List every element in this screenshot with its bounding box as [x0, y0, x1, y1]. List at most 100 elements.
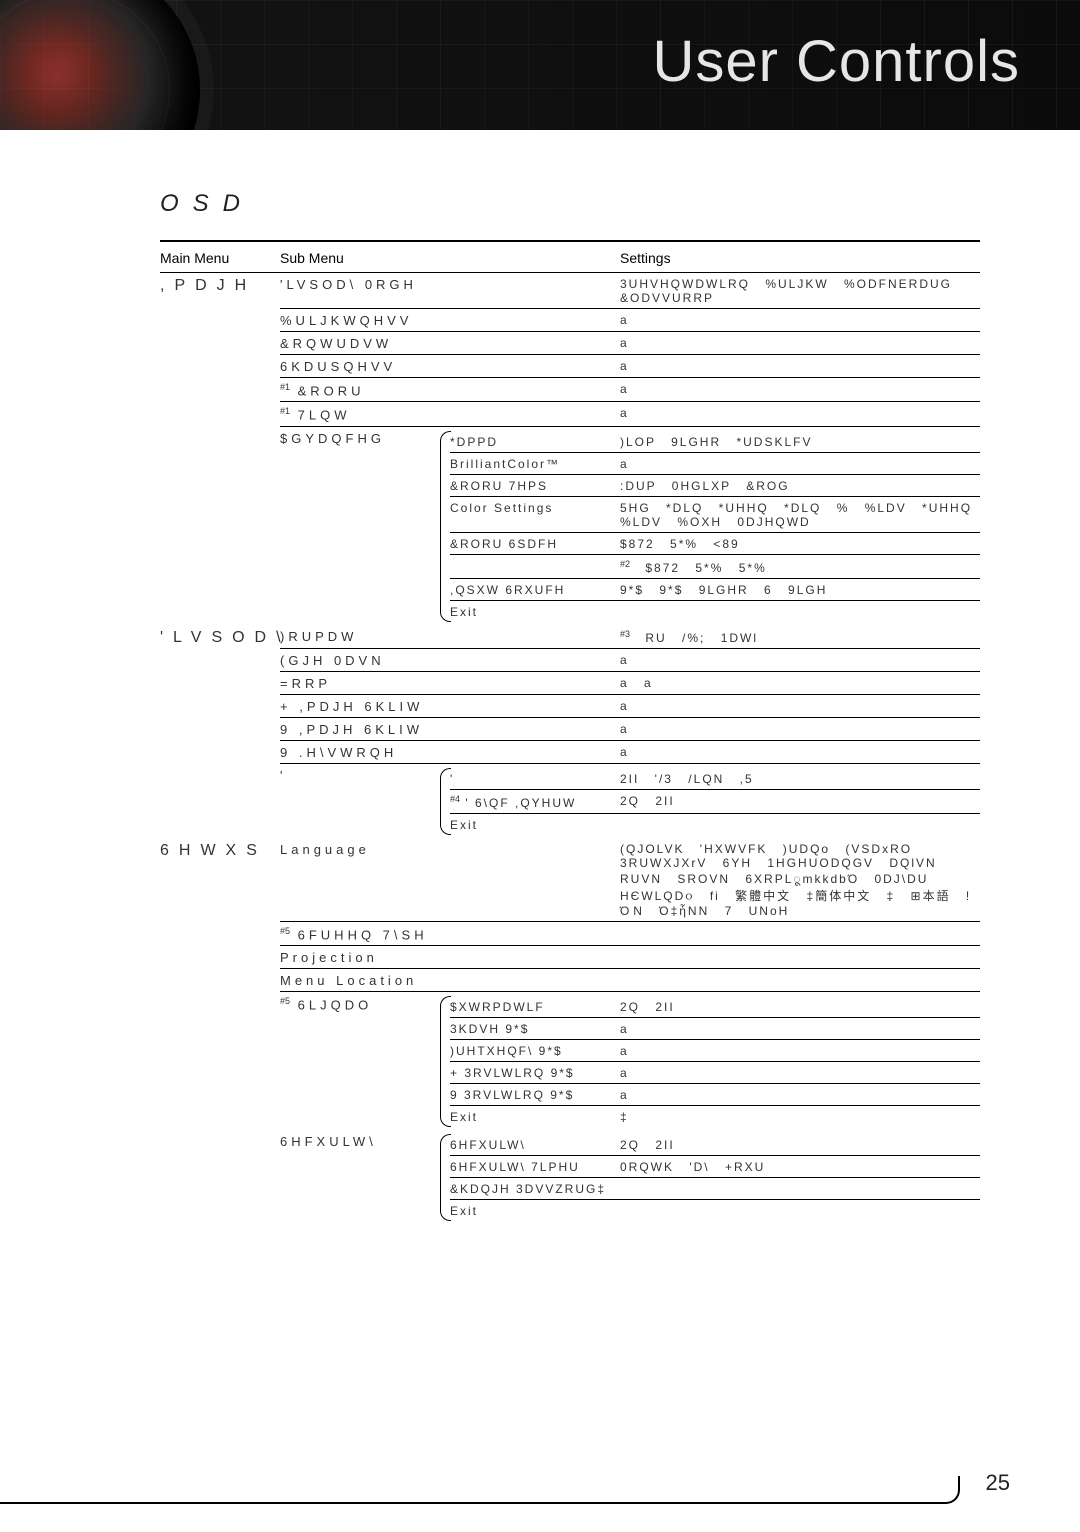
submenu-label: 9 .H\VWRQH: [280, 745, 450, 760]
submenu-level2-label: [450, 406, 620, 422]
menu-row: #1 7LQW a: [280, 402, 980, 426]
submenu-level2-label: [450, 277, 620, 305]
submenu-level2-label: [450, 722, 620, 737]
submenu-level2-label: [450, 842, 620, 918]
settings-value: [620, 1182, 980, 1196]
settings-value: [620, 1204, 980, 1218]
menu-subrow: ,QSXW 6RXUFH9*$ 9*$ 9LGHR 6 9LGH: [450, 579, 980, 601]
settings-value: (QJOLVK 'HXWVFK )UDQo (VSDxRO 3RUWXJXrV …: [620, 842, 980, 918]
menu-row: (GJH 0DVN a: [280, 649, 980, 672]
submenu-label: =RRP: [280, 676, 450, 691]
submenu-label: &RQWUDVW: [280, 336, 450, 351]
settings-value: a: [620, 1022, 980, 1036]
settings-value: a: [620, 336, 980, 351]
main-menu-label: 6HWXS: [160, 838, 280, 860]
settings-value: a: [620, 653, 980, 668]
submenu-level2-label: 6HFXULW\ 7LPHU: [450, 1160, 620, 1174]
settings-value: a a: [620, 676, 980, 691]
settings-value: 3UHVHQWDWLRQ %ULJKW %ODFNERDUG &ODVVURRP: [620, 277, 980, 305]
settings-value: [620, 950, 980, 965]
menu-row: 9 .H\VWRQH a: [280, 741, 980, 764]
menu-row: #5 6FUHHQ 7\SH: [280, 922, 980, 946]
submenu-label: #1 7LQW: [280, 406, 450, 422]
settings-value: 2Q 2II: [620, 1000, 980, 1014]
menu-subrow: *DPPD)LOP 9LGHR *UDSKLFV: [450, 431, 980, 453]
submenu-label: Menu Location: [280, 973, 450, 988]
submenu-level2-label: ': [450, 772, 620, 786]
menu-section: 'LVSOD\)RUPDW#3 RU /%; 1DWl(GJH 0DVN a=R…: [160, 625, 980, 838]
submenu-label: Language: [280, 842, 450, 918]
submenu-label: ': [280, 768, 450, 835]
menu-subrow: 6HFXULW\2Q 2II: [450, 1134, 980, 1156]
menu-subrow: Color Settings5HG *DLQ *UHHQ *DLQ % %LDV…: [450, 497, 980, 533]
submenu-level2-label: 3KDVH 9*$: [450, 1022, 620, 1036]
menu-row: 9 ,PDJH 6KLIW a: [280, 718, 980, 741]
submenu-level2-label: [450, 676, 620, 691]
submenu-level2-label: [450, 629, 620, 645]
submenu-level2-label: )UHTXHQF\ 9*$: [450, 1044, 620, 1058]
submenu-level2-label: BrilliantColor™: [450, 457, 620, 471]
settings-value: a: [620, 457, 980, 471]
menu-subrow: #2 $872 5*% 5*%: [450, 555, 980, 579]
submenu-level2-label: Exit: [450, 1204, 620, 1218]
settings-value: [620, 973, 980, 988]
submenu-level2-label: [450, 559, 620, 575]
page-title: User Controls: [652, 28, 1020, 95]
menu-subrow: &RORU 7HPS:DUP 0HGLXP &ROG: [450, 475, 980, 497]
submenu-level2-label: Exit: [450, 605, 620, 619]
menu-subrow: &RORU 6SDFH$872 5*% <89: [450, 533, 980, 555]
submenu-label: #5 6LJQDO: [280, 996, 450, 1127]
menu-row: Menu Location: [280, 969, 980, 992]
bracket-group: '2II '/3 /LQN ,5#4 ' 6\QF ,QYHUW2Q 2IIEx…: [450, 768, 980, 835]
submenu-level2-label: &RORU 7HPS: [450, 479, 620, 493]
header-sub: Sub Menu: [280, 250, 450, 266]
bracket-group: *DPPD)LOP 9LGHR *UDSKLFVBrilliantColor™ …: [450, 431, 980, 622]
section-heading: OSD: [160, 190, 980, 218]
submenu-level2-label: *DPPD: [450, 435, 620, 449]
menu-row: =RRP a a: [280, 672, 980, 695]
submenu-label: $GYDQFHG: [280, 431, 450, 622]
submenu-level2-label: [450, 313, 620, 328]
menu-subrow: $XWRPDWLF2Q 2II: [450, 996, 980, 1018]
submenu-label: )RUPDW: [280, 629, 450, 645]
settings-value: 2Q 2II: [620, 794, 980, 810]
submenu-label: #1 &RORU: [280, 382, 450, 398]
menu-subrow: #4 ' 6\QF ,QYHUW2Q 2II: [450, 790, 980, 814]
settings-value: a: [620, 745, 980, 760]
submenu-column: 'LVSOD\ 0RGH 3UHVHQWDWLRQ %ULJKW %ODFNERD…: [280, 273, 980, 625]
menu-subrow: Exit: [450, 1200, 980, 1221]
submenu-level2-label: ,QSXW 6RXUFH: [450, 583, 620, 597]
menu-subrow: Exit ‡: [450, 1106, 980, 1127]
header-main: Main Menu: [160, 250, 280, 266]
menu-row: + ,PDJH 6KLIW a: [280, 695, 980, 718]
menu-row: &RQWUDVW a: [280, 332, 980, 355]
menu-row: Language (QJOLVK 'HXWVFK )UDQo (VSDxRO 3R…: [280, 838, 980, 922]
settings-value: a: [620, 382, 980, 398]
submenu-level2-label: 9 3RVLWLRQ 9*$: [450, 1088, 620, 1102]
submenu-level2-label: [450, 699, 620, 714]
column-headers: Main Menu Sub Menu Settings: [160, 240, 980, 273]
submenu-level2-label: &KDQJH 3DVVZRUG‡: [450, 1182, 620, 1196]
menu-subrow: 9 3RVLWLRQ 9*$ a: [450, 1084, 980, 1106]
submenu-label: 9 ,PDJH 6KLIW: [280, 722, 450, 737]
settings-value: 9*$ 9*$ 9LGHR 6 9LGH: [620, 583, 980, 597]
settings-value: 0RQWK 'D\ +RXU: [620, 1160, 980, 1174]
settings-value: 2Q 2II: [620, 1138, 980, 1152]
submenu-label: Projection: [280, 950, 450, 965]
menu-subrow: 3KDVH 9*$ a: [450, 1018, 980, 1040]
menu-section: 6HWXSLanguage (QJOLVK 'HXWVFK )UDQo (VSDx…: [160, 838, 980, 1224]
menu-subrow: Exit: [450, 601, 980, 622]
menu-subrow: Exit: [450, 814, 980, 835]
submenu-level2-label: Exit: [450, 1110, 620, 1124]
footer-hook: [920, 1476, 960, 1504]
page-number: 25: [986, 1470, 1010, 1496]
header-sub2-spacer: [450, 250, 620, 266]
settings-value: #2 $872 5*% 5*%: [620, 559, 980, 575]
submenu-label: 'LVSOD\ 0RGH: [280, 277, 450, 305]
settings-value: [620, 605, 980, 619]
settings-value: :DUP 0HGLXP &ROG: [620, 479, 980, 493]
submenu-level2-label: [450, 950, 620, 965]
header-settings: Settings: [620, 250, 980, 266]
footer-rule: [0, 1502, 920, 1504]
submenu-level2-label: [450, 653, 620, 668]
